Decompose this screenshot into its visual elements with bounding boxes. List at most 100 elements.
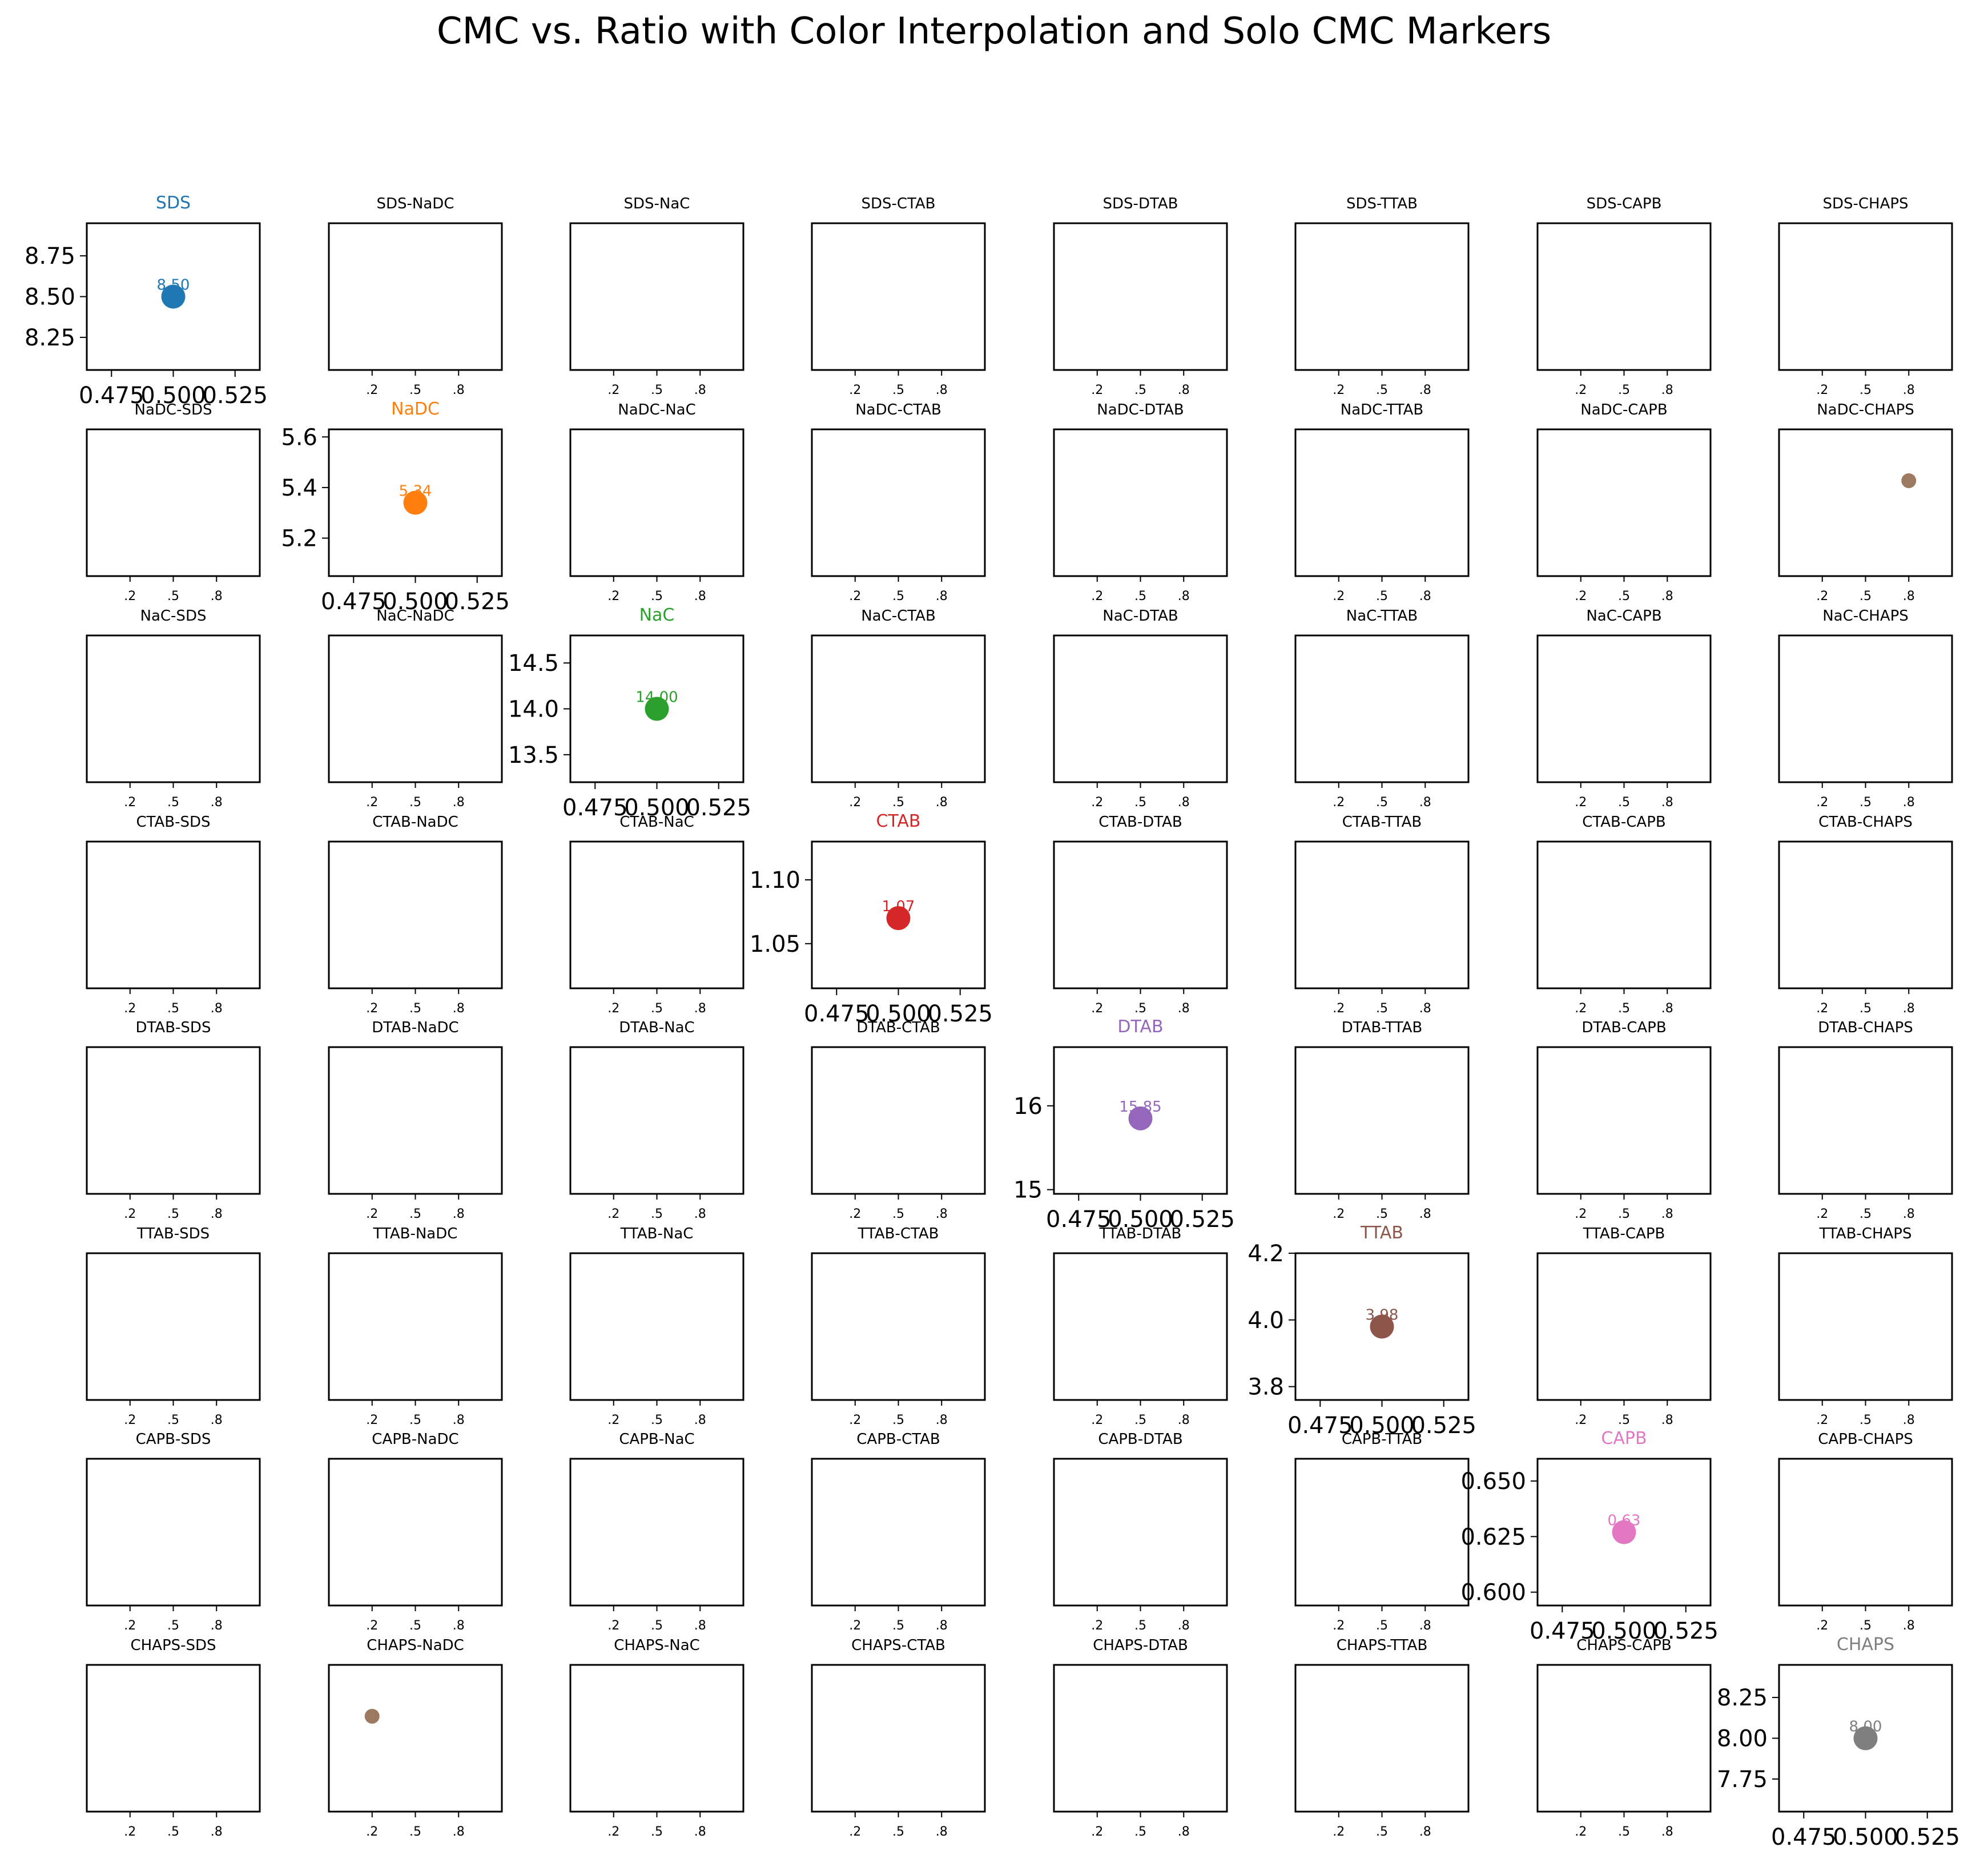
x-tick-label: .2 — [1816, 589, 1828, 603]
subplot-title: NaDC-DTAB — [1097, 401, 1184, 419]
y-tick-label: 0.600 — [1460, 1580, 1526, 1606]
x-tick-label: .2 — [366, 1413, 378, 1427]
x-tick-label: .5 — [1134, 1413, 1146, 1427]
x-tick-label: .5 — [1134, 1001, 1146, 1016]
x-tick-label: .5 — [409, 1619, 421, 1633]
axes-frame — [1294, 840, 1470, 989]
x-tick-label: .2 — [849, 1825, 861, 1839]
subplot-title: NaC-NaDC — [376, 607, 454, 625]
x-tick-label: 0.500 — [1591, 1618, 1657, 1644]
x-tick-label: 0.475 — [562, 795, 628, 821]
x-tick-label: .5 — [1860, 383, 1872, 397]
subplot-title: TTAB-SDS — [136, 1225, 210, 1242]
subplot-NaDC-NaC: NaDC-NaC .2 .5 .8 — [569, 401, 745, 603]
x-tick-label: 0.500 — [383, 589, 448, 615]
axes-frame — [1536, 1252, 1712, 1401]
y-tick-label: 1.10 — [750, 867, 800, 894]
subplot-title: CAPB — [1601, 1429, 1647, 1448]
axes-frame — [86, 1458, 261, 1607]
x-tick-label: .5 — [651, 1413, 663, 1427]
x-tick-label: .2 — [1333, 589, 1345, 603]
x-tick-label: .5 — [1376, 383, 1388, 397]
x-tick-label: .5 — [892, 383, 904, 397]
x-tick-label: .5 — [1376, 1619, 1388, 1633]
x-tick-label: .5 — [409, 1001, 421, 1016]
subplot-CTAB-TTAB: CTAB-TTAB .2 .5 .8 — [1294, 814, 1470, 1016]
subplot-title: DTAB-CTAB — [856, 1019, 940, 1036]
subplot-title: CHAPS-SDS — [130, 1637, 216, 1654]
x-tick-label: .8 — [1419, 1001, 1431, 1016]
subplot-title: NaC-CAPB — [1586, 607, 1661, 625]
subplot-CTAB-NaDC: CTAB-NaDC .2 .5 .8 — [328, 814, 503, 1016]
subplot-CAPB-SDS: CAPB-SDS .2 .5 .8 — [86, 1431, 261, 1633]
x-tick-label: .2 — [124, 1619, 136, 1633]
solo-cmc-label: 5.34 — [399, 483, 432, 500]
axes-frame — [569, 1458, 745, 1607]
subplot-NaC-NaDC: NaC-NaDC .2 .5 .8 — [328, 607, 503, 810]
x-tick-label: .2 — [124, 1825, 136, 1839]
x-tick-label: .5 — [409, 1825, 421, 1839]
subplot-title: SDS — [156, 193, 191, 213]
x-tick-label: .5 — [1376, 795, 1388, 810]
subplot-NaC-CTAB: NaC-CTAB .2 .5 .8 — [811, 607, 986, 810]
subplot-title: CAPB-SDS — [136, 1431, 211, 1448]
x-tick-label: .5 — [651, 383, 663, 397]
subplot-title: DTAB-NaC — [619, 1019, 694, 1036]
subplot-title: TTAB-DTAB — [1099, 1225, 1182, 1242]
x-tick-label: .2 — [1575, 1825, 1587, 1839]
x-tick-label: .8 — [694, 1413, 706, 1427]
subplot-title: DTAB-CAPB — [1581, 1019, 1666, 1036]
subplot-title: TTAB-NaC — [620, 1225, 694, 1242]
subplot-NaC-CAPB: NaC-CAPB .2 .5 .8 — [1536, 607, 1712, 810]
x-tick-label: .5 — [167, 1825, 179, 1839]
subplot-TTAB-NaC: TTAB-NaC .2 .5 .8 — [569, 1225, 745, 1427]
x-tick-label: .8 — [694, 383, 706, 397]
x-tick-label: .2 — [1816, 1413, 1828, 1427]
x-tick-label: .2 — [1091, 383, 1103, 397]
x-tick-label: .8 — [1661, 1001, 1673, 1016]
mixture-marker — [364, 1708, 380, 1724]
axes-frame — [811, 1664, 986, 1813]
x-tick-label: .2 — [1575, 1413, 1587, 1427]
axes-frame — [86, 1664, 261, 1813]
subplot-title: DTAB-TTAB — [1342, 1019, 1422, 1036]
solo-cmc-label: 3.98 — [1366, 1307, 1399, 1324]
axes-frame — [1778, 1252, 1953, 1401]
x-tick-label: .5 — [1860, 795, 1872, 810]
x-tick-label: .8 — [1419, 383, 1431, 397]
subplot-CHAPS-NaDC: CHAPS-NaDC .2 .5 .8 — [328, 1637, 503, 1839]
x-tick-label: .8 — [211, 795, 223, 810]
subplot-SDS-CTAB: SDS-CTAB .2 .5 .8 — [811, 195, 986, 397]
subplot-NaDC-CHAPS: NaDC-CHAPS .2 .5 .8 — [1778, 401, 1953, 603]
x-tick-label: .2 — [366, 795, 378, 810]
subplot-NaDC-CTAB: NaDC-CTAB .2 .5 .8 — [811, 401, 986, 603]
subplot-DTAB-CTAB: DTAB-CTAB .2 .5 .8 — [811, 1019, 986, 1221]
x-tick-label: .8 — [1178, 795, 1190, 810]
axes-frame — [811, 428, 986, 577]
x-tick-label: 0.500 — [140, 383, 206, 409]
subplot-SDS-CAPB: SDS-CAPB .2 .5 .8 — [1536, 195, 1712, 397]
x-tick-label: 0.500 — [1833, 1824, 1898, 1850]
axes-frame — [1053, 1252, 1228, 1401]
x-tick-label: .2 — [1575, 1207, 1587, 1221]
subplot-SDS-TTAB: SDS-TTAB .2 .5 .8 — [1294, 195, 1470, 397]
y-tick-label: 0.625 — [1460, 1524, 1526, 1550]
x-tick-label: .2 — [366, 1619, 378, 1633]
x-tick-label: .8 — [1178, 1619, 1190, 1633]
x-tick-label: .5 — [1376, 1001, 1388, 1016]
x-tick-label: .8 — [694, 1619, 706, 1633]
x-tick-label: .8 — [936, 795, 948, 810]
subplot-CAPB-NaC: CAPB-NaC .2 .5 .8 — [569, 1431, 745, 1633]
x-tick-label: .2 — [607, 383, 619, 397]
x-tick-label: .5 — [892, 1825, 904, 1839]
figure-title: CMC vs. Ratio with Color Interpolation a… — [436, 10, 1552, 53]
axes-frame — [328, 1664, 503, 1813]
x-tick-label: .8 — [1661, 1413, 1673, 1427]
axes-frame — [1294, 1458, 1470, 1607]
x-tick-label: .8 — [694, 589, 706, 603]
x-tick-label: .8 — [694, 1207, 706, 1221]
y-tick-label: 14.5 — [508, 650, 559, 677]
